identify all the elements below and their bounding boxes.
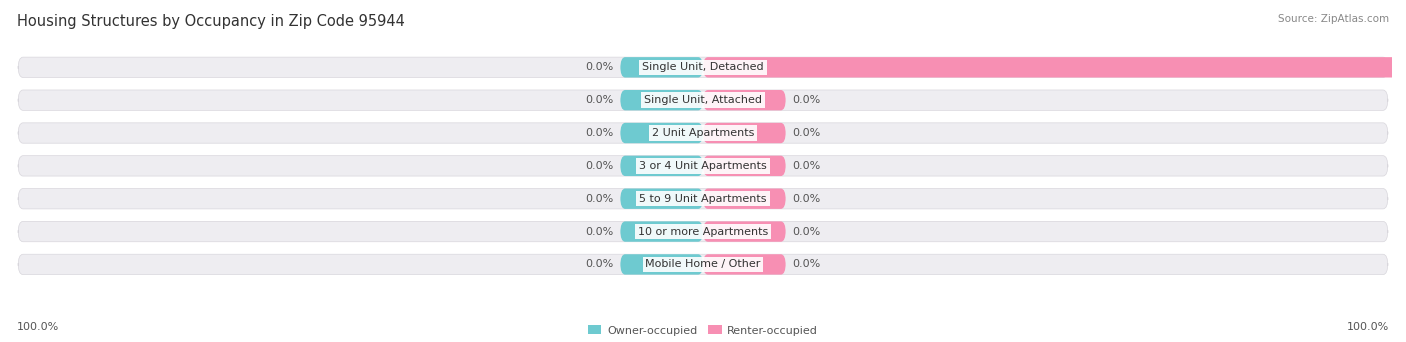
Text: Mobile Home / Other: Mobile Home / Other	[645, 260, 761, 269]
FancyBboxPatch shape	[620, 90, 703, 110]
Legend: Owner-occupied, Renter-occupied: Owner-occupied, Renter-occupied	[583, 321, 823, 340]
FancyBboxPatch shape	[18, 156, 1388, 176]
FancyBboxPatch shape	[620, 221, 703, 242]
Text: Housing Structures by Occupancy in Zip Code 95944: Housing Structures by Occupancy in Zip C…	[17, 14, 405, 29]
FancyBboxPatch shape	[18, 57, 1388, 78]
Text: 100.0%: 100.0%	[17, 322, 59, 332]
Text: 2 Unit Apartments: 2 Unit Apartments	[652, 128, 754, 138]
Text: 5 to 9 Unit Apartments: 5 to 9 Unit Apartments	[640, 194, 766, 204]
Text: Single Unit, Attached: Single Unit, Attached	[644, 95, 762, 105]
Text: 0.0%: 0.0%	[793, 226, 821, 237]
Text: Source: ZipAtlas.com: Source: ZipAtlas.com	[1278, 14, 1389, 24]
FancyBboxPatch shape	[703, 57, 1406, 78]
FancyBboxPatch shape	[703, 188, 786, 209]
FancyBboxPatch shape	[18, 123, 1388, 143]
FancyBboxPatch shape	[703, 90, 786, 110]
FancyBboxPatch shape	[18, 254, 1388, 275]
FancyBboxPatch shape	[620, 123, 703, 143]
Text: 0.0%: 0.0%	[585, 161, 613, 171]
Text: 0.0%: 0.0%	[585, 95, 613, 105]
Text: 0.0%: 0.0%	[793, 128, 821, 138]
Text: 0.0%: 0.0%	[585, 226, 613, 237]
FancyBboxPatch shape	[703, 221, 786, 242]
FancyBboxPatch shape	[703, 254, 786, 275]
Text: 0.0%: 0.0%	[793, 95, 821, 105]
FancyBboxPatch shape	[18, 188, 1388, 209]
Text: 0.0%: 0.0%	[793, 161, 821, 171]
Text: 0.0%: 0.0%	[585, 62, 613, 72]
Text: 3 or 4 Unit Apartments: 3 or 4 Unit Apartments	[640, 161, 766, 171]
Text: 0.0%: 0.0%	[793, 194, 821, 204]
Text: 10 or more Apartments: 10 or more Apartments	[638, 226, 768, 237]
FancyBboxPatch shape	[703, 156, 786, 176]
FancyBboxPatch shape	[703, 123, 786, 143]
Text: 0.0%: 0.0%	[585, 128, 613, 138]
FancyBboxPatch shape	[18, 90, 1388, 110]
FancyBboxPatch shape	[620, 188, 703, 209]
Text: Single Unit, Detached: Single Unit, Detached	[643, 62, 763, 72]
Text: 100.0%: 100.0%	[1347, 322, 1389, 332]
FancyBboxPatch shape	[18, 221, 1388, 242]
FancyBboxPatch shape	[620, 156, 703, 176]
Text: 0.0%: 0.0%	[585, 194, 613, 204]
FancyBboxPatch shape	[620, 254, 703, 275]
Text: 0.0%: 0.0%	[585, 260, 613, 269]
FancyBboxPatch shape	[620, 57, 703, 78]
Text: 0.0%: 0.0%	[793, 260, 821, 269]
